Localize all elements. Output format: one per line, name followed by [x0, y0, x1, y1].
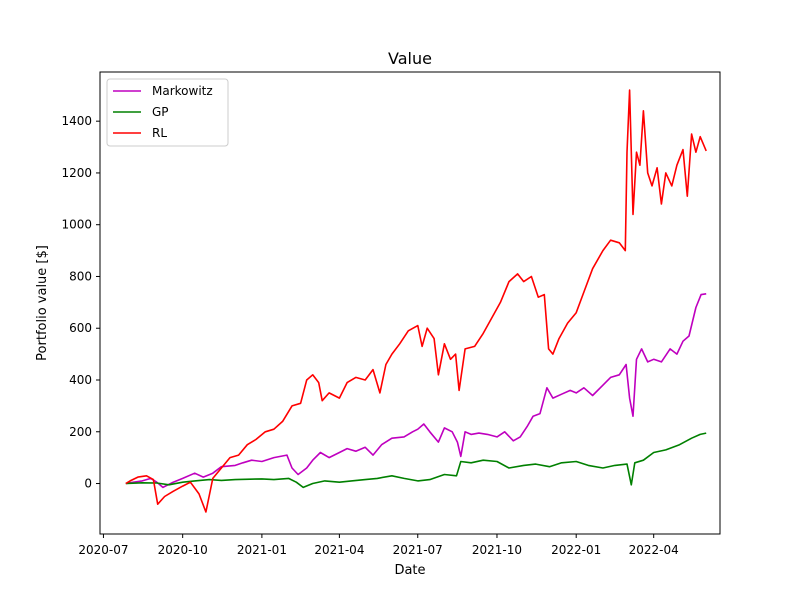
series-line-rl — [125, 89, 707, 513]
x-tick-label: 2021-10 — [472, 543, 522, 557]
series-line-markowitz — [125, 293, 707, 489]
y-tick-label: 800 — [69, 269, 92, 283]
chart-title: Value — [388, 49, 432, 68]
legend: Markowitz GP RL — [106, 78, 229, 147]
x-tick-label: 2022-01 — [551, 543, 601, 557]
series-line-gp — [125, 432, 707, 489]
x-tick-label: 2021-07 — [393, 543, 443, 557]
legend-box — [106, 78, 229, 147]
y-tick-label: 1400 — [61, 114, 92, 128]
y-tick-label: 600 — [69, 321, 92, 335]
y-tick-label: 1200 — [61, 166, 92, 180]
y-axis: 0 200 400 600 800 1000 1200 1400 — [61, 114, 100, 491]
x-tick-label: 2021-04 — [314, 543, 364, 557]
x-axis: 2020-07 2020-10 2021-01 2021-04 2021-07 2021-… — [78, 534, 679, 557]
legend-label: GP — [152, 105, 169, 119]
x-tick-label: 2021-01 — [237, 543, 287, 557]
y-axis-label: Portfolio value [$] — [35, 245, 50, 361]
y-tick-label: 400 — [69, 373, 92, 387]
y-tick-label: 1000 — [61, 218, 92, 232]
series-layer — [125, 89, 707, 513]
y-tick-label: 0 — [84, 477, 92, 491]
x-axis-label: Date — [394, 563, 425, 578]
legend-label: Markowitz — [152, 84, 213, 98]
x-tick-label: 2020-07 — [78, 543, 128, 557]
legend-label: RL — [152, 126, 167, 140]
x-tick-label: 2022-04 — [629, 543, 679, 557]
x-tick-label: 2020-10 — [158, 543, 208, 557]
y-tick-label: 200 — [69, 425, 92, 439]
plot-frame — [99, 71, 721, 535]
